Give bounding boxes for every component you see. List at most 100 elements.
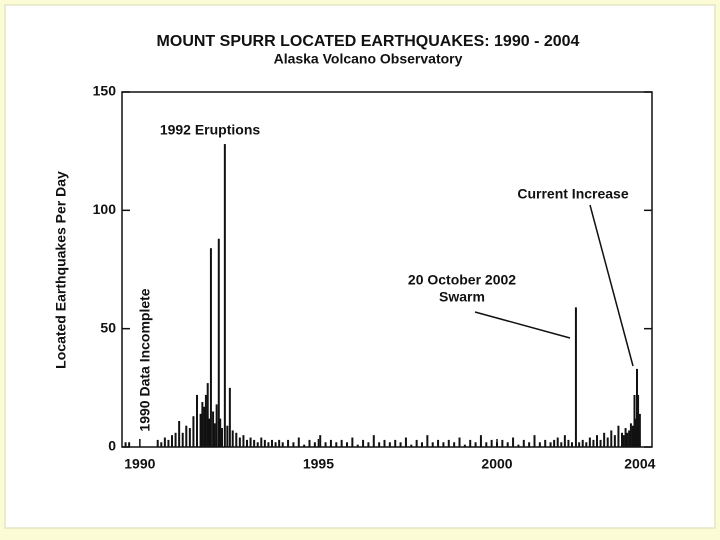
x-tick-label: 2004 (624, 456, 655, 472)
bar (474, 442, 477, 447)
bar (617, 425, 620, 447)
annotation: 1990 Data Incomplete (137, 288, 153, 431)
x-tick-label: 1995 (303, 456, 334, 472)
bar (219, 418, 222, 447)
bar (160, 442, 163, 447)
bar (512, 437, 515, 447)
bar (128, 442, 131, 447)
bar (415, 439, 418, 447)
bar (431, 442, 434, 447)
bar (636, 368, 638, 447)
bar (253, 439, 256, 447)
chart-title: MOUNT SPURR LOCATED EARTHQUAKES: 1990 - … (157, 33, 580, 50)
bar (544, 439, 547, 447)
bar (181, 432, 184, 447)
bar (517, 444, 520, 447)
bar (231, 430, 234, 447)
bar (599, 439, 602, 447)
bar (246, 439, 248, 447)
bar (329, 439, 332, 447)
bar (287, 439, 290, 447)
bar (201, 402, 204, 447)
annotation: Current Increase (517, 186, 628, 202)
bar (585, 442, 588, 447)
bar (215, 404, 218, 447)
bar (167, 439, 170, 447)
bar (528, 442, 531, 447)
bar (613, 435, 616, 447)
bar (633, 394, 636, 447)
bar (621, 432, 623, 447)
bar (185, 425, 188, 447)
bar (313, 442, 316, 447)
bar (217, 238, 220, 447)
annotation: 20 October 2002 (408, 272, 516, 288)
bar (335, 442, 338, 447)
bar (634, 418, 637, 447)
bar (221, 428, 223, 447)
bar (578, 442, 581, 447)
bar (351, 437, 354, 447)
bar (574, 307, 577, 447)
bar (260, 437, 263, 447)
x-tick-label: 1990 (124, 456, 155, 472)
bar (631, 425, 634, 447)
chart-subtitle: Alaska Volcano Observatory (274, 51, 463, 67)
bar (485, 442, 488, 447)
annotation: 1992 Eruptions (160, 122, 261, 138)
bar (324, 442, 327, 447)
bar (367, 442, 370, 447)
bar (596, 435, 598, 447)
bar (213, 423, 216, 447)
bar (297, 437, 300, 447)
bar (192, 416, 195, 447)
bar (319, 435, 322, 447)
bar (388, 442, 391, 447)
bar (394, 439, 397, 447)
bar (404, 437, 407, 447)
bar (603, 432, 606, 447)
bar (479, 435, 482, 447)
bar (628, 430, 631, 447)
leader-line (589, 204, 634, 367)
bar (533, 435, 536, 447)
bar (209, 248, 212, 447)
bar (178, 420, 181, 447)
bar (560, 442, 563, 447)
bar (581, 439, 584, 447)
bar (292, 442, 295, 447)
bar (624, 428, 627, 447)
bar (453, 442, 456, 447)
bar (442, 442, 445, 447)
bar (196, 394, 198, 447)
bar (228, 387, 231, 447)
bar (242, 435, 245, 447)
bar (249, 437, 252, 447)
bar (199, 413, 202, 447)
bar (563, 435, 566, 447)
y-tick-label: 0 (108, 438, 116, 454)
bar (592, 439, 595, 447)
bar (356, 444, 359, 447)
bar (629, 423, 632, 447)
bar (163, 437, 166, 447)
bar (610, 430, 613, 447)
bar (426, 435, 429, 447)
bar (267, 442, 270, 447)
y-tick-label: 50 (100, 319, 116, 335)
bar (271, 439, 273, 447)
bar (399, 442, 402, 447)
bar (346, 442, 348, 447)
bar (238, 437, 241, 447)
bar (538, 442, 541, 447)
bar (208, 418, 211, 447)
bar (124, 442, 127, 447)
bar (469, 439, 472, 447)
bar (188, 428, 191, 447)
bar (383, 439, 386, 447)
bar (203, 406, 206, 447)
bar (556, 437, 559, 447)
bar (235, 432, 238, 447)
bar (638, 413, 641, 447)
